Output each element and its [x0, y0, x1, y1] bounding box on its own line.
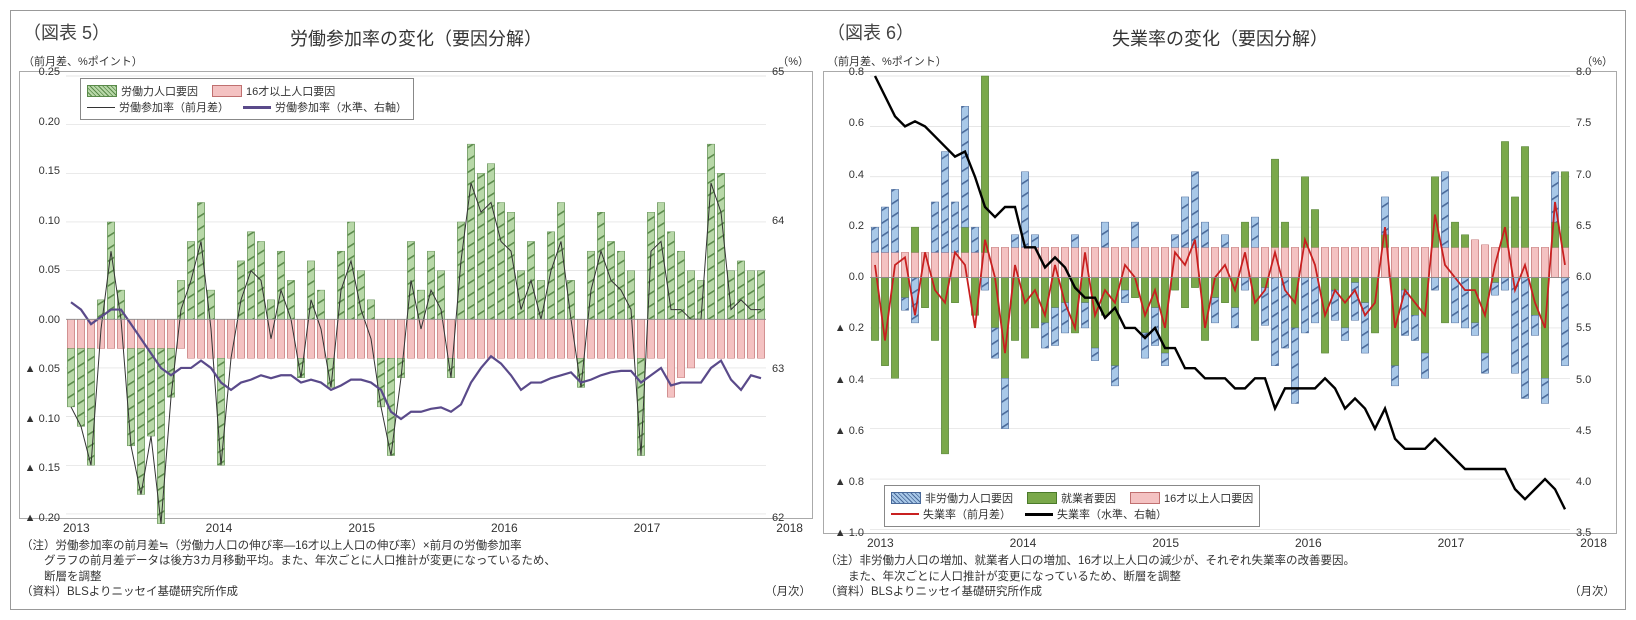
- chart6-y-left-axis: ▲ 1.0▲ 0.8▲ 0.6▲ 0.4▲ 0.20.00.20.40.60.8: [824, 72, 868, 533]
- chart5-legend: 労働力人口要因 16才以上人口要因 労働参加率（前月差） 労働参加率（水準、右軸…: [80, 78, 414, 120]
- chart5-plot: 労働力人口要因 16才以上人口要因 労働参加率（前月差） 労働参加率（水準、右軸…: [19, 71, 813, 519]
- legend-level-c6: 失業率（水準、右軸）: [1025, 506, 1167, 522]
- legend-mom-c6: 失業率（前月差）: [891, 506, 1011, 522]
- chart5-plot-inner: [66, 76, 766, 514]
- legend-pop16-c6: 16才以上人口要因: [1130, 490, 1253, 506]
- legend-pop16: 16才以上人口要因: [212, 83, 335, 99]
- chart5-y-left-axis: ▲ 0.20▲ 0.15▲ 0.10▲ 0.050.000.050.100.15…: [20, 72, 64, 518]
- chart6-legend: 非労働力人口要因 就業者要因 16才以上人口要因 失業率（前月差）: [884, 485, 1260, 527]
- chart5-y-right-axis: 62636465: [768, 72, 812, 518]
- chart5-title: 労働参加率の変化（要因分解）: [19, 25, 813, 51]
- legend-level: 労働参加率（水準、右軸）: [243, 99, 407, 115]
- chart5-x-unit: （月次）: [765, 585, 811, 601]
- chart6-svg: [870, 76, 1570, 529]
- chart6-axis-header: （前月差、%ポイント） （%）: [823, 53, 1617, 69]
- legend-nonlabor: 非労働力人口要因: [891, 490, 1013, 506]
- chart5-axis-header: （前月差、%ポイント） （%）: [19, 53, 813, 69]
- chart6-x-unit: （月次）: [1569, 585, 1615, 601]
- chart5-notes: （注）労働参加率の前月差≒（労働力人口の伸び率―16才以上人口の伸び率）×前月の…: [19, 539, 813, 601]
- chart5-x-axis: 201320142015201620172018: [19, 519, 813, 535]
- chart6-title: 失業率の変化（要因分解）: [823, 25, 1617, 51]
- chart6-yleft-label: （前月差、%ポイント）: [827, 53, 947, 69]
- legend-labor-force: 労働力人口要因: [87, 83, 198, 99]
- chart6-plot-inner: [870, 76, 1570, 529]
- legend-emp: 就業者要因: [1027, 490, 1116, 506]
- chart6-x-axis: 201320142015201620172018: [823, 534, 1617, 550]
- chart6-y-right-axis: 3.54.04.55.05.56.06.57.07.58.0: [1572, 72, 1616, 533]
- chart6-panel: （図表 6） 失業率の変化（要因分解） （前月差、%ポイント） （%） 非労働力…: [823, 19, 1617, 601]
- charts-container: （図表 5） 労働参加率の変化（要因分解） （前月差、%ポイント） （%） 労働…: [10, 10, 1626, 610]
- chart6-plot: 非労働力人口要因 就業者要因 16才以上人口要因 失業率（前月差）: [823, 71, 1617, 534]
- legend-mom: 労働参加率（前月差）: [87, 99, 229, 115]
- chart6-notes: （注）非労働力人口の増加、就業者人口の増加、16才以上人口の減少が、それぞれ失業…: [823, 554, 1617, 601]
- chart5-svg: [66, 76, 766, 514]
- chart5-panel: （図表 5） 労働参加率の変化（要因分解） （前月差、%ポイント） （%） 労働…: [19, 19, 813, 601]
